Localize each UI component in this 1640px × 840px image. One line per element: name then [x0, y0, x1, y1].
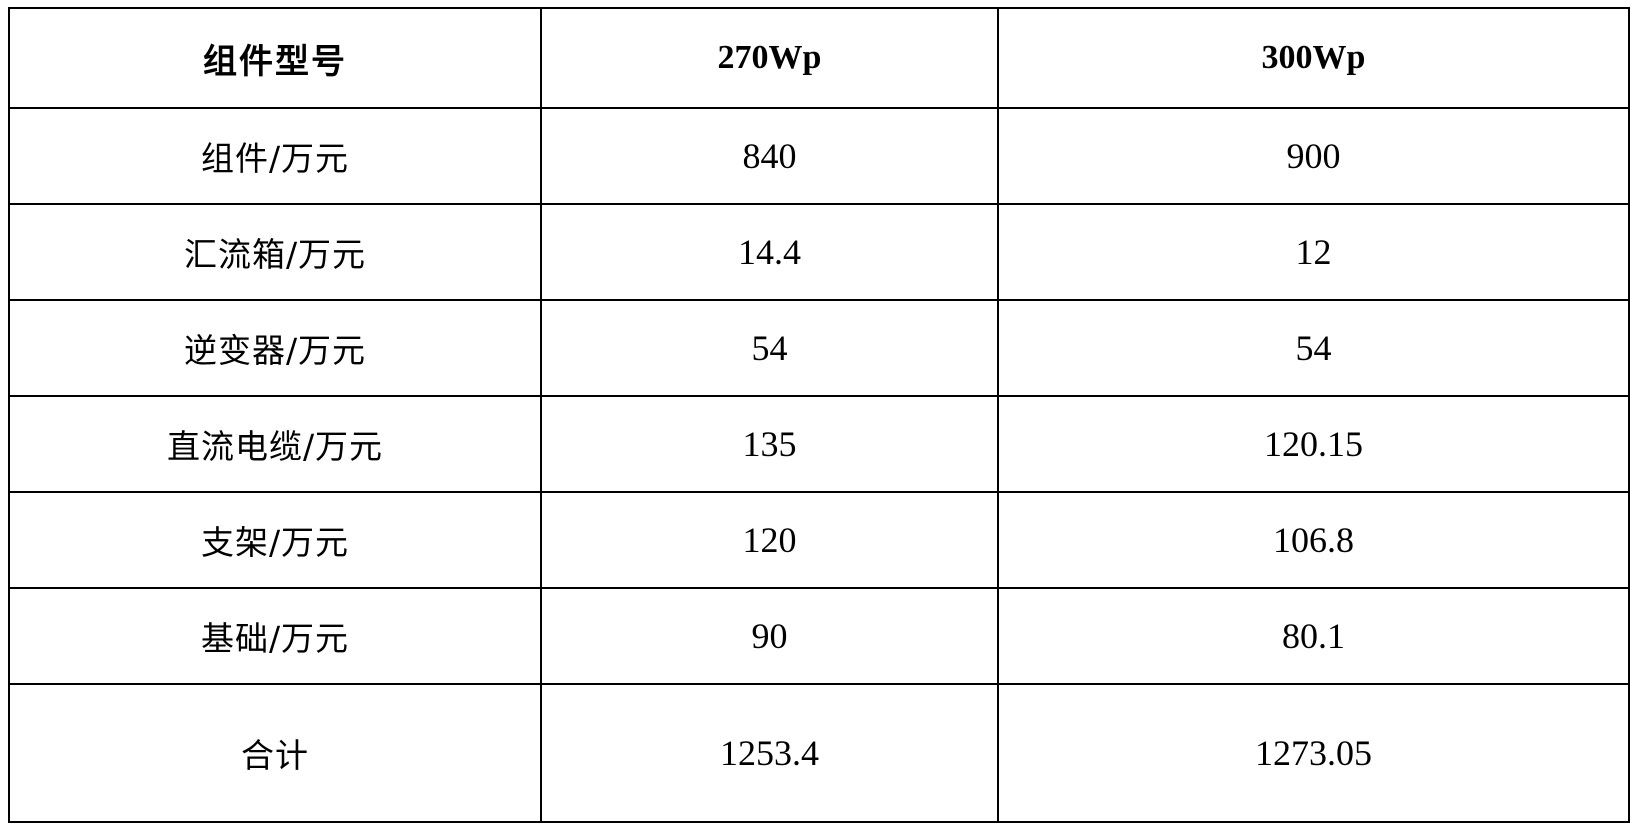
- table-header-row: 组件型号 270Wp 300Wp: [8, 7, 1630, 109]
- cell-300wp: 80.1: [997, 587, 1630, 685]
- table-row: 直流电缆/万元 135 120.15: [8, 395, 1630, 493]
- table-body: 组件/万元 840 900 汇流箱/万元 14.4 12: [8, 107, 1630, 823]
- cell-300wp-value: 1273.05: [1255, 733, 1372, 773]
- cell-270wp: 90: [540, 587, 999, 685]
- row-label-text: 基础/万元: [200, 619, 350, 658]
- row-label-text: 逆变器/万元: [183, 331, 367, 370]
- row-label-cell: 组件/万元: [8, 107, 542, 205]
- row-label-text: 支架/万元: [200, 523, 350, 562]
- cell-270wp-total: 1253.4: [540, 683, 999, 823]
- column-header-label-text: 组件型号: [203, 41, 347, 82]
- row-label-cell: 基础/万元: [8, 587, 542, 685]
- column-header-label: 组件型号: [8, 7, 542, 109]
- cell-270wp: 135: [540, 395, 999, 493]
- cell-300wp-total: 1273.05: [997, 683, 1630, 823]
- cell-300wp-value: 80.1: [1282, 616, 1345, 656]
- cell-300wp-value: 106.8: [1273, 520, 1354, 560]
- cell-270wp-value: 54: [751, 328, 788, 368]
- column-header-270wp: 270Wp: [540, 7, 999, 109]
- row-label-cell: 逆变器/万元: [8, 299, 542, 397]
- cell-270wp: 54: [540, 299, 999, 397]
- column-header-300wp-text: 300Wp: [1261, 39, 1366, 76]
- cell-270wp-value: 135: [742, 424, 797, 464]
- component-cost-comparison-table: 组件型号 270Wp 300Wp 组件/万元 840 900: [8, 7, 1630, 823]
- cell-300wp-value: 120.15: [1264, 424, 1363, 464]
- cell-300wp: 900: [997, 107, 1630, 205]
- table-row: 汇流箱/万元 14.4 12: [8, 203, 1630, 301]
- table-row-total: 合计 1253.4 1273.05: [8, 683, 1630, 823]
- cell-300wp: 106.8: [997, 491, 1630, 589]
- row-label-cell: 支架/万元: [8, 491, 542, 589]
- cell-270wp-value: 14.4: [738, 232, 801, 272]
- row-label-cell: 直流电缆/万元: [8, 395, 542, 493]
- row-label-text: 直流电缆/万元: [166, 427, 384, 466]
- table-row: 逆变器/万元 54 54: [8, 299, 1630, 397]
- cell-300wp-value: 54: [1295, 328, 1332, 368]
- cell-270wp: 120: [540, 491, 999, 589]
- row-label-text: 汇流箱/万元: [183, 235, 367, 274]
- cell-270wp-value: 1253.4: [720, 733, 819, 773]
- table-row: 组件/万元 840 900: [8, 107, 1630, 205]
- column-header-270wp-text: 270Wp: [717, 39, 822, 76]
- cell-270wp: 840: [540, 107, 999, 205]
- table-row: 支架/万元 120 106.8: [8, 491, 1630, 589]
- cell-300wp-value: 12: [1295, 232, 1332, 272]
- table-row: 基础/万元 90 80.1: [8, 587, 1630, 685]
- cell-270wp-value: 840: [742, 136, 797, 176]
- cell-300wp-value: 900: [1286, 136, 1341, 176]
- row-label-cell-total: 合计: [8, 683, 542, 823]
- cell-270wp: 14.4: [540, 203, 999, 301]
- cell-300wp: 120.15: [997, 395, 1630, 493]
- cell-300wp: 12: [997, 203, 1630, 301]
- cell-300wp: 54: [997, 299, 1630, 397]
- column-header-300wp: 300Wp: [997, 7, 1630, 109]
- table-header: 组件型号 270Wp 300Wp: [8, 7, 1630, 109]
- row-label-text: 合计: [241, 736, 309, 775]
- row-label-cell: 汇流箱/万元: [8, 203, 542, 301]
- row-label-text: 组件/万元: [200, 139, 350, 178]
- cell-270wp-value: 90: [751, 616, 788, 656]
- cell-270wp-value: 120: [742, 520, 797, 560]
